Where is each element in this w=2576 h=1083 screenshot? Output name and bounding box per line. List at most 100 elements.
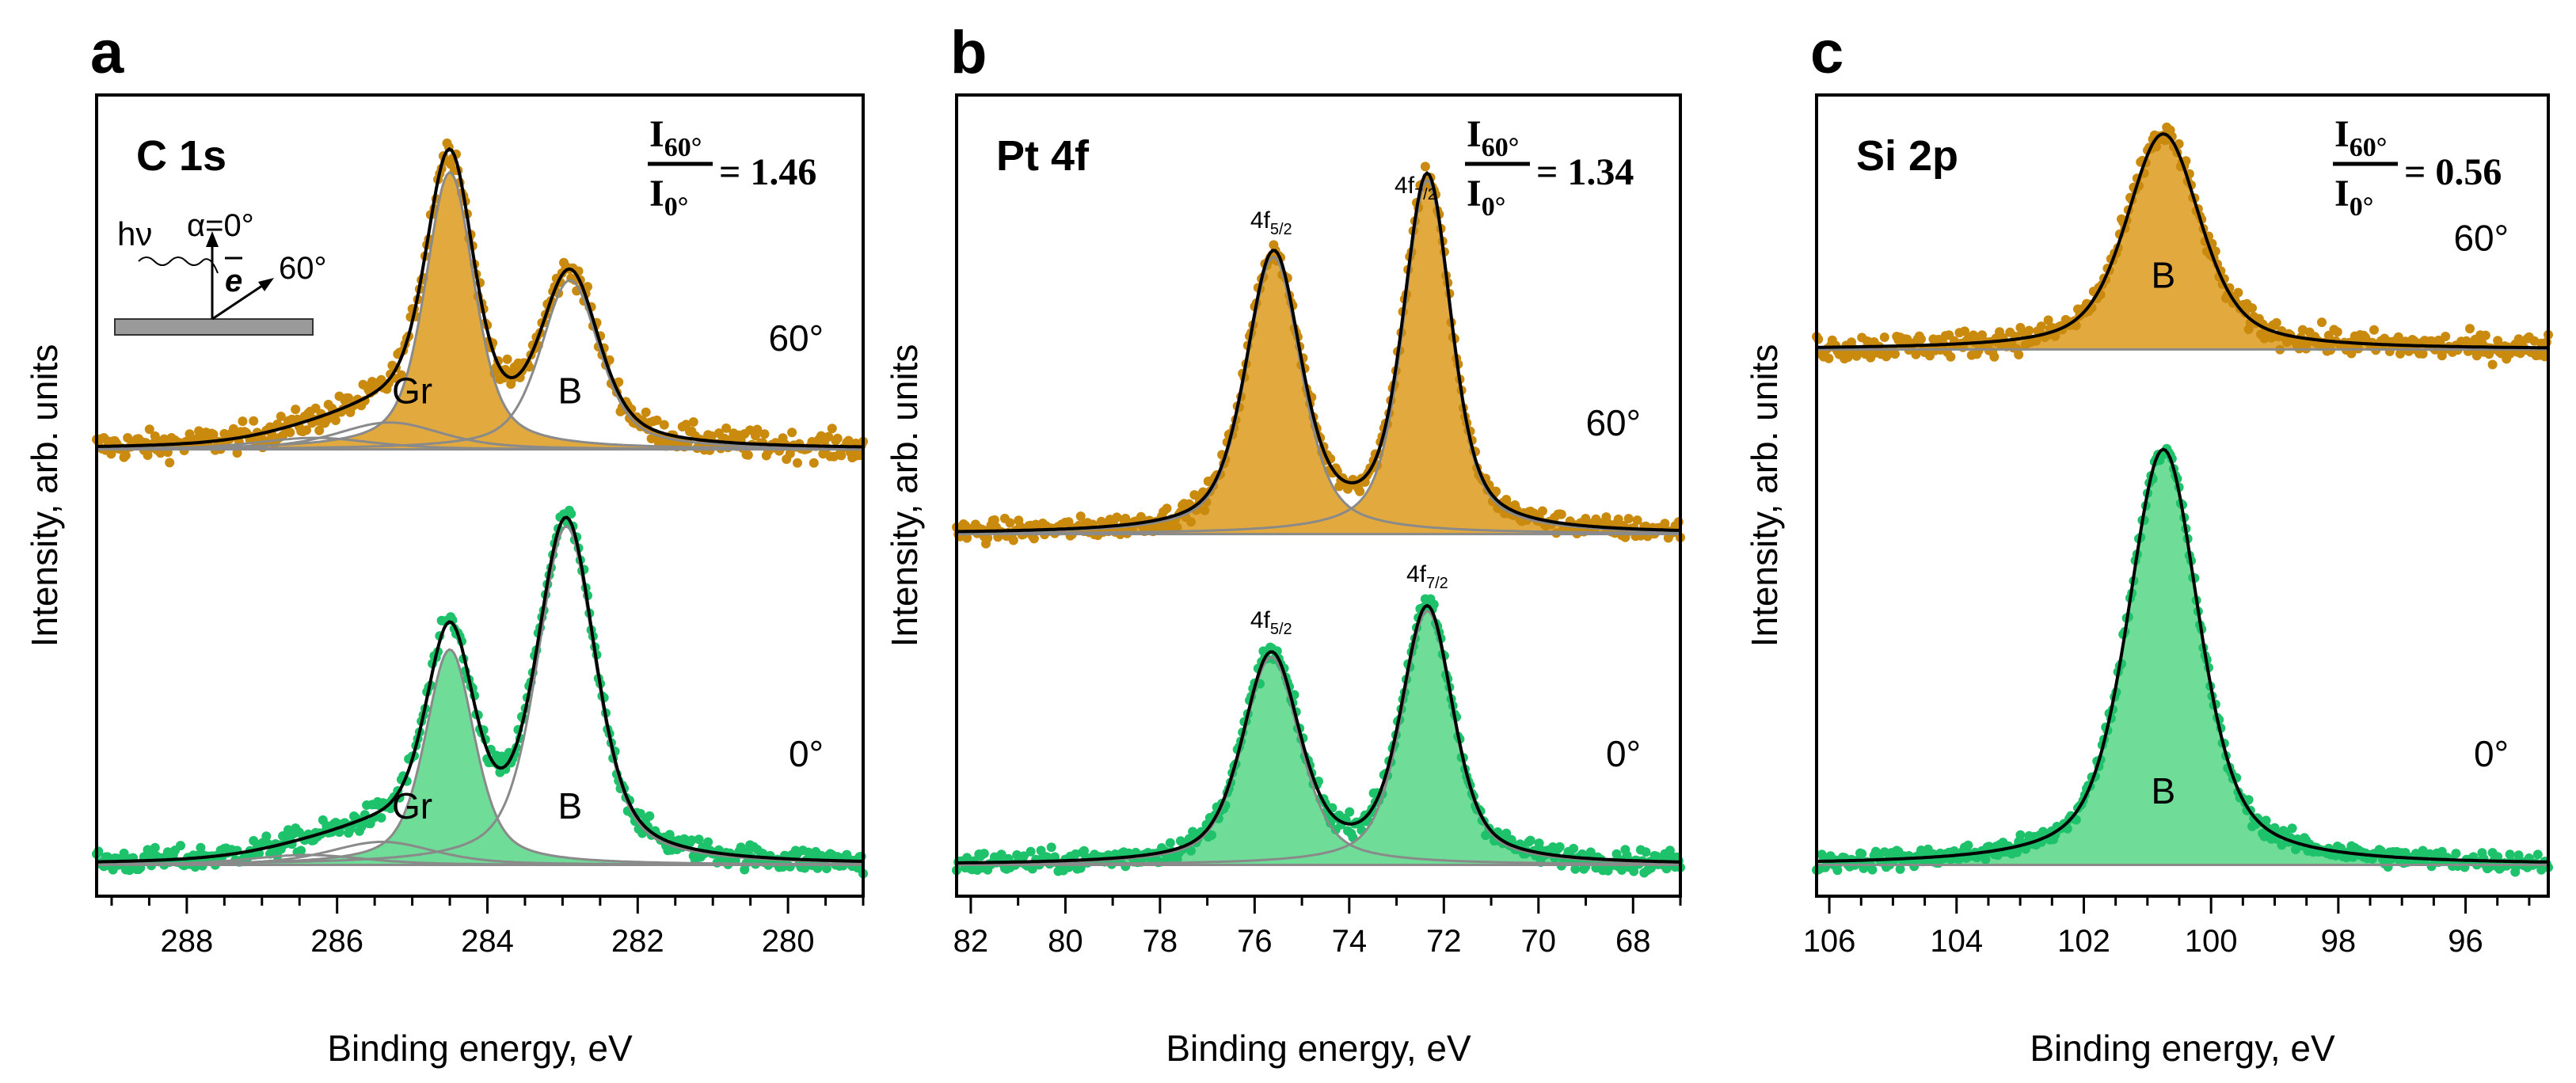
angle-label: 0° <box>789 733 824 774</box>
data-point <box>1879 847 1889 857</box>
data-point <box>1200 505 1210 515</box>
ratio-numerator: I60° <box>649 113 702 162</box>
data-point <box>144 849 154 859</box>
ratio-value: = 0.56 <box>2404 151 2502 193</box>
data-point <box>2505 849 2515 860</box>
x-ticks: 82 80 78 76 74 72 70 68 <box>953 896 1682 959</box>
data-point <box>1075 511 1086 522</box>
data-point <box>330 416 341 425</box>
data-point <box>787 428 797 438</box>
data-point <box>1064 517 1074 527</box>
data-point <box>1857 849 1867 859</box>
peak-label: Gr <box>392 370 432 411</box>
normal-angle-label: α=0° <box>187 208 254 243</box>
data-point <box>2418 348 2428 359</box>
data-point <box>641 407 651 417</box>
x-tick-label: 72 <box>1426 924 1462 959</box>
data-point <box>1186 517 1196 527</box>
fit-envelope <box>1816 447 2549 864</box>
series-60deg: 60° <box>1812 122 2553 370</box>
ratio-value: = 1.34 <box>1536 151 1634 193</box>
data-point <box>1018 851 1029 861</box>
peak-label-subscript: 7/2 <box>1426 575 1448 592</box>
data-point <box>681 420 691 430</box>
panel-label: b <box>950 19 987 86</box>
x-tick-label: 104 <box>1930 924 1983 959</box>
plot-frame <box>955 93 1682 898</box>
data-point <box>2261 815 2271 826</box>
ratio-numerator: I60° <box>2334 113 2387 162</box>
data-point <box>793 458 802 468</box>
data-point <box>2259 333 2270 344</box>
data-point <box>1189 490 1200 500</box>
data-point <box>2233 287 2243 298</box>
data-point <box>583 282 592 292</box>
data-point <box>1824 353 1834 363</box>
data-point <box>2346 348 2357 359</box>
data-point <box>106 449 116 459</box>
plot-frame <box>1815 93 2550 898</box>
data-point <box>2369 325 2379 335</box>
data-point <box>1960 326 1969 336</box>
data-point <box>809 458 819 468</box>
x-tick-label: 286 <box>310 924 363 959</box>
data-point <box>1570 864 1581 874</box>
data-point <box>176 841 185 851</box>
data-point <box>2493 852 2503 862</box>
data-point <box>1029 534 1039 544</box>
peak-area-B <box>1817 134 2548 350</box>
data-point <box>1525 835 1535 846</box>
data-point <box>165 458 175 468</box>
data-point <box>1916 334 1926 344</box>
data-point <box>843 435 854 446</box>
panel-b: bPt 4f Binding energy, eV Intensity, arb. … <box>884 19 1685 1069</box>
data-point <box>272 420 283 429</box>
data-point <box>1005 518 1015 528</box>
data-point <box>120 450 131 461</box>
ratio-numerator: I60° <box>1467 113 1519 162</box>
x-tick-label: 82 <box>953 924 989 959</box>
x-tick-label: 282 <box>611 924 664 959</box>
data-point <box>1355 486 1365 496</box>
fit-envelope <box>96 146 864 449</box>
peak-label: B <box>2152 255 2176 296</box>
data-point <box>703 837 713 847</box>
y-axis-label: Intensity, arb. units <box>884 344 925 648</box>
peak-label: Gr <box>392 785 432 826</box>
x-tick-label: 76 <box>1237 924 1273 959</box>
series-0deg: 0° <box>1812 443 2553 877</box>
data-point <box>396 370 406 380</box>
data-point <box>2465 324 2475 334</box>
data-point <box>1172 522 1182 533</box>
data-point <box>2043 315 2053 325</box>
series-0deg: 0° <box>952 594 1685 878</box>
ratio-numerator-sub: 60° <box>664 133 702 162</box>
photon-label: hν <box>117 215 152 253</box>
peak-label-subscript: 5/2 <box>1270 621 1292 638</box>
data-point <box>2012 847 2022 857</box>
data-point <box>285 428 295 438</box>
x-tick-label: 68 <box>1615 924 1651 959</box>
data-point <box>1345 807 1355 817</box>
data-point <box>721 423 732 433</box>
arrow-head <box>258 278 274 291</box>
peak-area-4f5/2 <box>957 657 1680 865</box>
data-point <box>1963 840 1973 850</box>
panel-a: aC 1s Binding energy, eV Intensity, arb. u… <box>24 19 868 1069</box>
data-point <box>1534 838 1544 849</box>
data-point <box>566 509 576 519</box>
data-point <box>759 429 770 439</box>
ratio-denominator: I0° <box>1467 173 1505 222</box>
fit-envelope <box>1817 132 2549 350</box>
data-point <box>278 431 288 440</box>
data-point <box>296 846 306 856</box>
data-point <box>659 420 669 430</box>
data-point <box>2480 330 2490 340</box>
x-ticks: 106 104 102 100 98 96 <box>1803 896 2531 959</box>
data-point <box>1946 352 1956 362</box>
x-tick-label: 100 <box>2185 924 2238 959</box>
data-point <box>1623 514 1634 524</box>
data-point <box>1420 162 1430 172</box>
data-point <box>2451 849 2461 859</box>
